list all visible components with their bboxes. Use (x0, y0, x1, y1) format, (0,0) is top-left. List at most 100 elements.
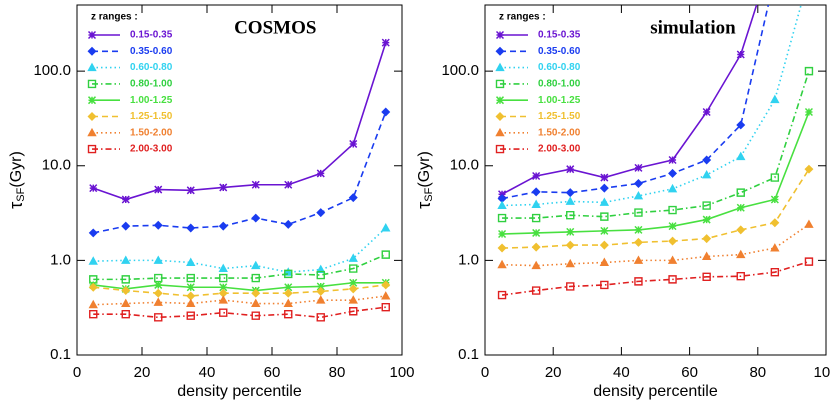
marker (219, 283, 228, 292)
marker (701, 169, 712, 179)
y-axis-label: τSF(Gyr) (6, 151, 27, 209)
series-line (93, 253, 387, 281)
marker (154, 280, 163, 289)
series-line (502, 223, 810, 267)
marker (736, 120, 746, 130)
marker (153, 220, 163, 230)
marker (633, 190, 644, 200)
marker (702, 215, 711, 224)
marker (87, 30, 97, 40)
marker (702, 234, 712, 244)
marker (600, 212, 609, 221)
marker (381, 38, 390, 47)
marker (381, 291, 391, 300)
marker (121, 309, 130, 319)
marker (668, 155, 677, 165)
marker (89, 309, 98, 319)
marker (495, 62, 505, 72)
marker (251, 288, 261, 298)
marker (154, 313, 163, 322)
marker (153, 255, 163, 264)
marker (316, 282, 325, 291)
marker (186, 273, 195, 283)
marker (634, 277, 643, 286)
marker (736, 249, 746, 259)
marker (531, 286, 541, 295)
marker (770, 218, 780, 228)
marker (89, 275, 98, 284)
marker (600, 173, 609, 182)
legend-label: 0.60-0.80 (538, 62, 581, 73)
series-line (502, 168, 810, 249)
plot-area (497, 5, 814, 300)
marker (87, 79, 97, 89)
marker (495, 112, 505, 121)
marker (495, 79, 505, 89)
marker (349, 139, 358, 148)
marker (87, 62, 97, 72)
y-axis-label: τSF(Gyr) (414, 151, 435, 209)
y-tick-label: 100.0 (33, 62, 71, 79)
marker (565, 258, 575, 268)
marker (702, 155, 712, 165)
marker (531, 187, 541, 197)
legend-label: 1.50-2.00 (538, 127, 581, 138)
marker (804, 219, 814, 228)
marker (599, 197, 610, 206)
marker (599, 183, 609, 193)
marker (218, 263, 228, 273)
marker (219, 183, 228, 192)
marker (495, 127, 505, 137)
series-line (92, 42, 387, 201)
marker (381, 280, 391, 290)
marker (316, 169, 325, 178)
chart-title: simulation (650, 17, 736, 38)
marker (121, 221, 131, 231)
marker (251, 298, 261, 308)
y-label-symbol: τ (6, 202, 26, 209)
marker (348, 253, 358, 262)
legend-label: 1.25-1.50 (538, 111, 581, 122)
y-label-sub: SF (423, 187, 435, 201)
y-tick-label: 0.1 (50, 346, 71, 363)
marker (316, 295, 326, 304)
marker (702, 107, 711, 117)
marker (497, 259, 507, 269)
x-tick-label: 100 (813, 364, 830, 381)
marker (88, 282, 98, 292)
x-tick-label: 40 (613, 364, 630, 381)
legend-label: 0.80-1.00 (538, 79, 581, 90)
marker (634, 208, 643, 217)
marker (284, 269, 293, 279)
x-tick-label: 40 (199, 364, 216, 381)
x-axis-label: density percentile (177, 383, 302, 400)
marker (121, 298, 131, 308)
marker (770, 268, 780, 277)
legend-label: 2.00-3.00 (130, 144, 173, 155)
y-tick-label: 10.0 (450, 157, 479, 174)
marker (251, 311, 260, 320)
marker (495, 96, 505, 105)
marker (283, 298, 293, 308)
marker (381, 223, 391, 232)
series-line (501, 5, 770, 200)
marker (251, 273, 260, 283)
marker (633, 255, 644, 264)
marker (668, 236, 678, 246)
marker (736, 188, 745, 197)
series-line (93, 284, 386, 297)
legend-label: 1.50-2.00 (130, 127, 173, 138)
marker (600, 280, 609, 290)
legend-label: 0.15-0.35 (538, 30, 581, 41)
x-tick-label: 20 (134, 364, 151, 381)
legend-title: z ranges : (91, 12, 138, 23)
legend-label: 0.60-0.80 (130, 62, 173, 73)
marker (89, 184, 98, 193)
marker (736, 151, 746, 161)
marker (668, 205, 677, 215)
marker (532, 228, 541, 237)
marker (599, 257, 610, 266)
y-tick-label: 1.0 (458, 251, 479, 268)
legend-label: 2.00-3.00 (538, 144, 581, 155)
marker (804, 107, 813, 117)
